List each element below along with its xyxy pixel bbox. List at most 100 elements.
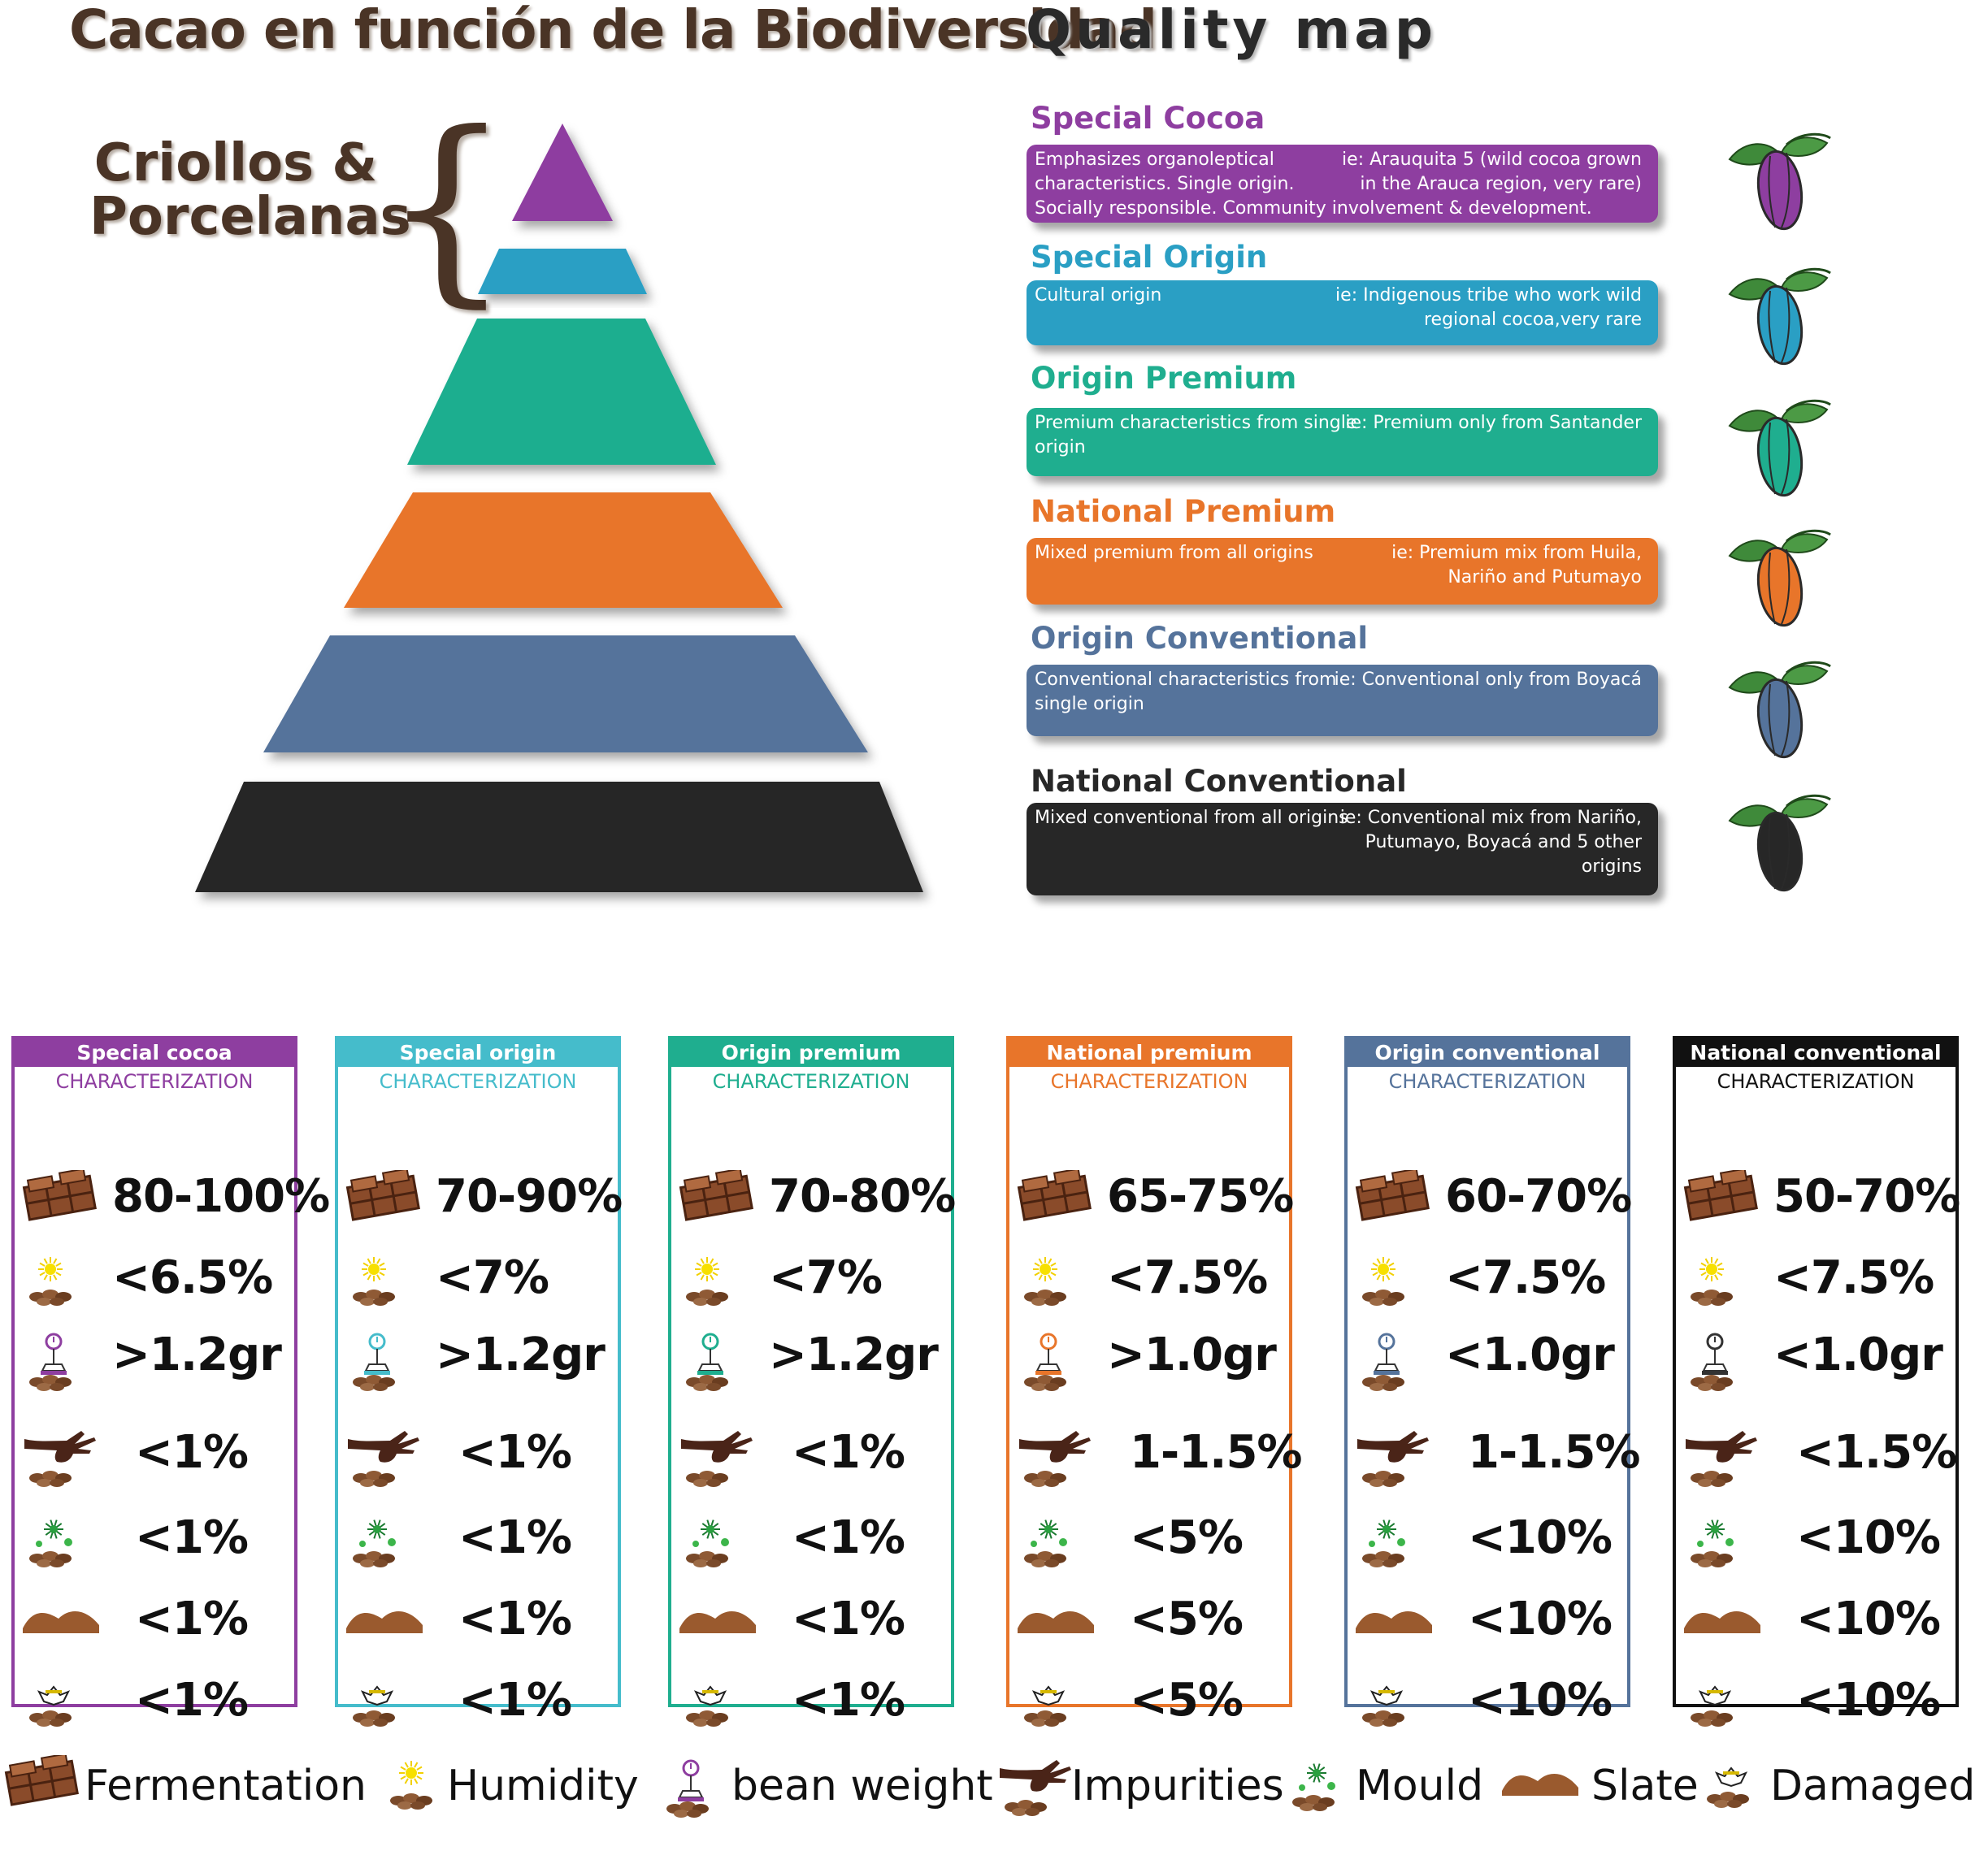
chocolate-bar-icon: [345, 1168, 426, 1235]
card-value: <7%: [769, 1251, 883, 1304]
slate-icon: [1682, 1593, 1764, 1658]
card-row: <1%: [21, 1593, 289, 1658]
chocolate-bar-icon: [678, 1168, 759, 1235]
card-value: <10%: [1796, 1511, 1941, 1564]
legend-label-mould: Mould: [1356, 1762, 1484, 1810]
cacao-pod-0: [1721, 127, 1835, 236]
cacao-pod-4: [1721, 655, 1835, 764]
hand-impurities-icon: [678, 1426, 759, 1491]
card-row: 70-90%: [345, 1168, 623, 1235]
card-value: <5%: [1130, 1674, 1244, 1727]
slate-icon: [678, 1593, 759, 1658]
card-value: <10%: [1468, 1674, 1613, 1727]
card-value: <1%: [458, 1593, 572, 1645]
card-row: 60-70%: [1354, 1168, 1632, 1235]
hand-impurities-icon: [345, 1426, 426, 1491]
legend-label-humidity: Humidity: [447, 1762, 639, 1810]
damaged-bean-icon: [1354, 1674, 1435, 1739]
criollos-label-line1: Criollos &: [93, 133, 378, 193]
card-row: <1%: [345, 1593, 613, 1658]
card-characterization-label: CHARACTERIZATION: [1717, 1070, 1915, 1093]
card-row: <10%: [1354, 1593, 1622, 1658]
card-row: <10%: [1354, 1511, 1622, 1576]
card-title: National premium: [1009, 1039, 1289, 1067]
quality-box-4: Conventional characteristics from single…: [1027, 665, 1658, 736]
card-value: <5%: [1130, 1593, 1244, 1645]
card-row: <1%: [678, 1511, 946, 1576]
cacao-pod-2: [1721, 393, 1835, 502]
pyramid-level-special-cocoa: [512, 124, 613, 221]
scale-weight-icon: [1354, 1329, 1435, 1394]
cacao-pod-5: [1721, 788, 1835, 897]
chocolate-bar-icon: [21, 1168, 102, 1235]
criollos-label-line2: Porcelanas: [89, 187, 411, 247]
damaged-bean-icon: [21, 1674, 102, 1739]
card-row: 1-1.5%: [1354, 1426, 1641, 1491]
card-value: <10%: [1796, 1674, 1941, 1727]
card-value: <7.5%: [1773, 1251, 1934, 1304]
card-value: <6.5%: [112, 1251, 273, 1304]
card-value: <10%: [1468, 1511, 1613, 1564]
quality-box-5: Mixed conventional from all origins ie: C…: [1027, 803, 1658, 895]
card-value: <7%: [436, 1251, 549, 1304]
cacao-pod-3: [1721, 523, 1835, 632]
card-row: 50-70%: [1682, 1168, 1960, 1235]
card-characterization-label: CHARACTERIZATION: [712, 1070, 910, 1093]
criollos-label: Criollos & Porcelanas: [89, 133, 411, 247]
card-value: >1.2gr: [112, 1329, 282, 1381]
card-characterization-label: CHARACTERIZATION: [1050, 1070, 1248, 1093]
card-value: 70-90%: [436, 1170, 623, 1223]
damaged-bean-icon: [345, 1674, 426, 1739]
sun-humidity-icon: [1354, 1251, 1435, 1316]
slate-icon: [345, 1593, 426, 1658]
card-row: <10%: [1682, 1593, 1951, 1658]
legend-sun-humidity-icon: [382, 1755, 447, 1815]
card-value: <1%: [135, 1674, 249, 1727]
card-row: <5%: [1016, 1593, 1284, 1658]
quality-box-3: Mixed premium from all origins ie: Premiu…: [1027, 538, 1658, 605]
legend-label-impurities: Impurities: [1071, 1762, 1284, 1810]
card-value: <1%: [792, 1426, 905, 1479]
quality-pyramid: [195, 124, 923, 892]
card-title: Origin conventional: [1348, 1039, 1627, 1067]
card-characterization-label: CHARACTERIZATION: [1388, 1070, 1586, 1093]
card-row: <7%: [345, 1251, 613, 1316]
card-value: 1-1.5%: [1130, 1426, 1303, 1479]
cacao-pod-icon: [1728, 399, 1831, 497]
mould-icon: [678, 1511, 759, 1576]
sun-humidity-icon: [1016, 1251, 1097, 1316]
legend-label-damaged: Damaged: [1770, 1762, 1976, 1810]
legend-hand-impurities-icon: [996, 1755, 1078, 1823]
card-value: 60-70%: [1445, 1170, 1632, 1223]
card-value: <1.5%: [1796, 1426, 1957, 1479]
cacao-pod-icon: [1728, 267, 1831, 366]
quality-example-1: ie: Indigenous tribe who work wild regio…: [1335, 285, 1642, 330]
card-value: 80-100%: [112, 1170, 330, 1223]
card-value: <7.5%: [1107, 1251, 1268, 1304]
card-value: <10%: [1796, 1593, 1941, 1645]
quality-box-1: Cultural origin ie: Indigenous tribe who …: [1027, 280, 1658, 345]
legend-label-slate: Slate: [1591, 1762, 1699, 1810]
card-value: <1%: [458, 1511, 572, 1564]
mould-icon: [1354, 1511, 1435, 1576]
scale-weight-icon: [345, 1329, 426, 1394]
quality-desc-3: Mixed premium from all origins: [1035, 543, 1313, 563]
card-row: >1.2gr: [678, 1329, 946, 1394]
sun-humidity-icon: [21, 1251, 102, 1316]
slate-icon: [21, 1593, 102, 1658]
card-row: <1%: [345, 1426, 613, 1491]
card-value: 65-75%: [1107, 1170, 1294, 1223]
card-characterization-label: CHARACTERIZATION: [379, 1070, 577, 1093]
card-value: <1%: [135, 1511, 249, 1564]
quality-title-5: National Conventional: [1031, 764, 1407, 799]
cacao-pod-icon: [1728, 132, 1831, 231]
card-value: <1.0gr: [1773, 1329, 1943, 1381]
card-row: <1%: [345, 1674, 613, 1739]
quality-example-0: ie: Arauquita 5 (wild cocoa grown in the…: [1342, 150, 1642, 194]
damaged-bean-icon: [1682, 1674, 1764, 1739]
card-value: >1.2gr: [769, 1329, 939, 1381]
damaged-bean-icon: [678, 1674, 759, 1739]
card-row: <6.5%: [21, 1251, 289, 1316]
characterization-card-2: Origin premium CHARACTERIZATION 70-80% <7% >…: [668, 1036, 956, 1727]
card-title: Special cocoa: [15, 1039, 294, 1067]
